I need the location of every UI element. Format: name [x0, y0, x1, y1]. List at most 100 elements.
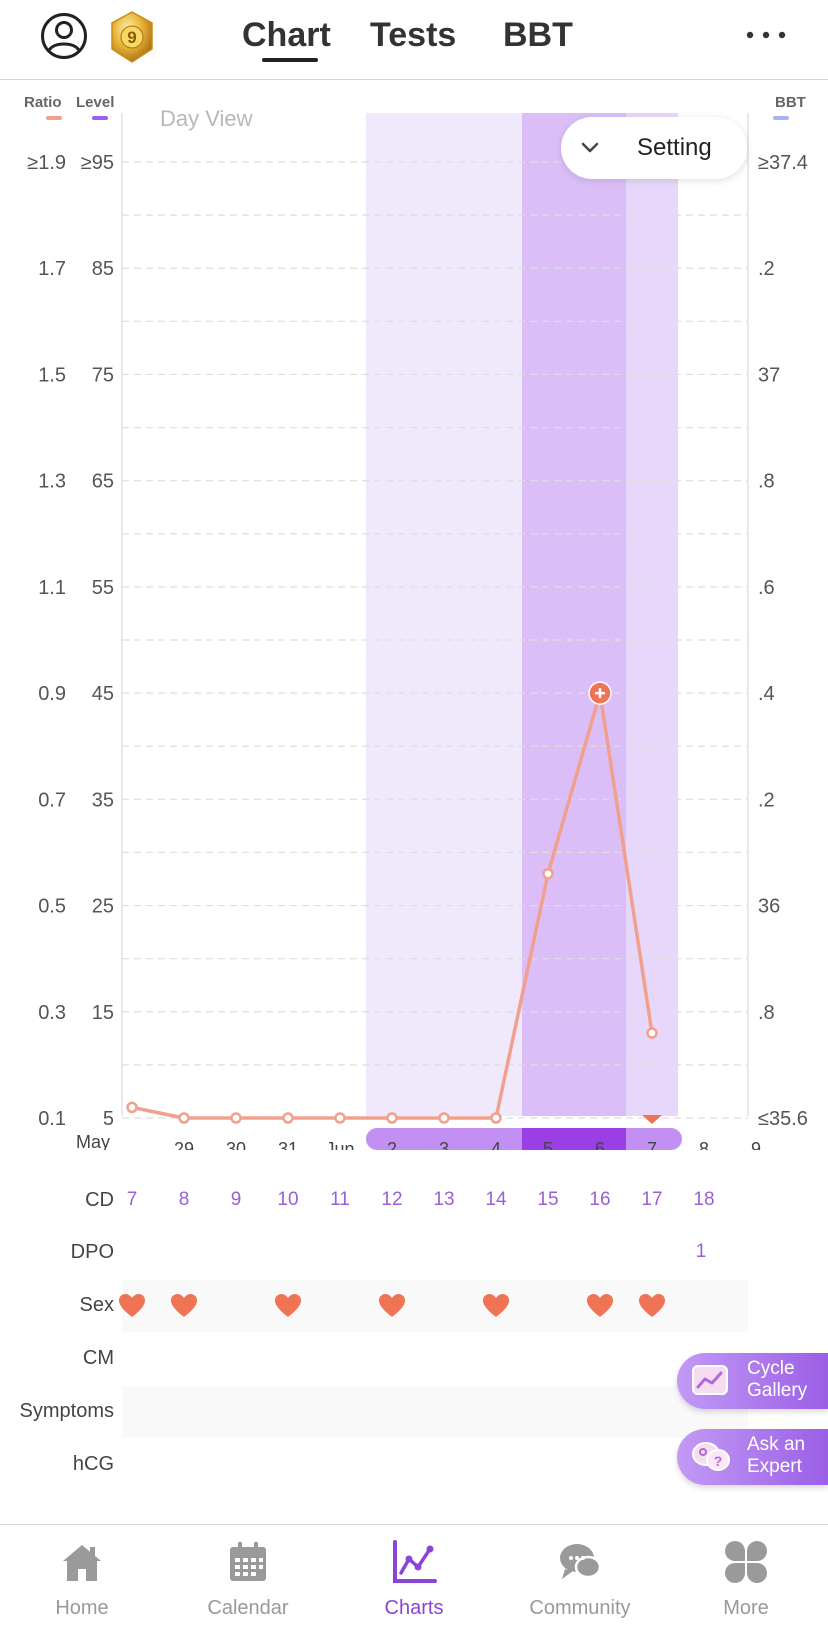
- nav-calendar[interactable]: Calendar: [178, 1539, 318, 1620]
- bbt-legend-marker: [773, 116, 789, 120]
- bbt-tick-label: .8: [758, 1002, 775, 1024]
- level-data-point[interactable]: [646, 1027, 658, 1039]
- nav-home[interactable]: Home: [12, 1539, 152, 1620]
- x-date-label: 7: [647, 1139, 657, 1150]
- level-tick-label: 5: [103, 1108, 114, 1130]
- heart-icon[interactable]: [274, 1293, 302, 1319]
- ask-expert-label-line2: Expert: [747, 1456, 802, 1477]
- x-date-label: 30: [226, 1139, 246, 1150]
- ask-expert-icon: ?: [692, 1442, 730, 1471]
- ratio-tick-label: 0.5: [38, 896, 66, 918]
- level-tick-label: 15: [92, 1002, 114, 1024]
- cycle-day-value: 7: [126, 1189, 138, 1210]
- ratio-legend-marker: [46, 116, 62, 120]
- bbt-tick-label: ≥37.4: [758, 152, 808, 174]
- tab-chart[interactable]: Chart: [242, 16, 331, 54]
- row-label-symptoms: Symptoms: [19, 1400, 114, 1422]
- level-data-point[interactable]: [542, 867, 554, 880]
- charts-icon: [393, 1540, 437, 1583]
- level-tick-label: 75: [92, 364, 114, 386]
- heart-icon[interactable]: [378, 1293, 406, 1319]
- cycle-day-value: 18: [693, 1189, 715, 1210]
- calendar-icon: [230, 1542, 266, 1581]
- more-grid-icon: [725, 1541, 767, 1583]
- setting-label: Setting: [637, 134, 712, 161]
- bbt-tick-label: .2: [758, 258, 775, 280]
- x-date-label: 31: [278, 1139, 298, 1150]
- level-legend-marker: [92, 116, 108, 120]
- level-tick-label: 35: [92, 789, 114, 811]
- today-band: [626, 113, 678, 1116]
- dpo-value: 1: [695, 1241, 707, 1262]
- cycle-day-value: 12: [381, 1189, 403, 1210]
- level-data-point[interactable]: [490, 1112, 502, 1124]
- heart-icon[interactable]: [482, 1293, 510, 1319]
- medal-badge-number: 9: [127, 28, 136, 47]
- level-axis-header: Level: [76, 94, 114, 111]
- heart-icon[interactable]: [118, 1293, 146, 1319]
- x-date-label: 29: [174, 1139, 194, 1150]
- bbt-tick-label: .6: [758, 577, 775, 599]
- row-label-dpo: DPO: [70, 1241, 114, 1263]
- tab-bbt[interactable]: BBT: [503, 16, 573, 54]
- svg-text:?: ?: [714, 1453, 723, 1469]
- tab-tests[interactable]: Tests: [370, 16, 457, 54]
- level-tick-label: ≥95: [81, 152, 114, 174]
- cycle-day-value: 17: [641, 1189, 663, 1210]
- cycle-day-value: 11: [330, 1189, 350, 1210]
- level-data-point[interactable]: [178, 1112, 190, 1124]
- row-label-cd: CD: [85, 1189, 114, 1211]
- ratio-tick-label: 0.3: [38, 1002, 66, 1024]
- cycle-day-value: 9: [230, 1189, 242, 1210]
- level-data-point[interactable]: [438, 1112, 450, 1124]
- cycle-gallery-icon: [692, 1365, 728, 1395]
- level-data-point[interactable]: [386, 1112, 398, 1124]
- day-view-label: Day View: [160, 106, 253, 131]
- bbt-axis-header: BBT: [775, 94, 806, 111]
- today-marker: [642, 1115, 662, 1124]
- row-label-sex: Sex: [79, 1294, 114, 1316]
- lh-test-chart[interactable]: Ratio Level BBT Day View ≥1.9 ≥95 ≥37.4 1.7…: [0, 80, 828, 1150]
- ratio-tick-label: 0.7: [38, 789, 66, 811]
- row-label-hcg: hCG: [72, 1453, 114, 1475]
- symptoms-row-band: [122, 1386, 748, 1438]
- ratio-tick-label: 1.1: [38, 577, 66, 599]
- bbt-tick-label: .8: [758, 471, 775, 493]
- x-date-label: 3: [439, 1139, 449, 1150]
- ratio-tick-label: 1.7: [38, 258, 66, 280]
- heart-icon[interactable]: [638, 1293, 666, 1319]
- cycle-gallery-button[interactable]: Cycle Gallery: [677, 1353, 828, 1409]
- nav-community-label: Community: [529, 1597, 631, 1619]
- level-tick-label: 85: [92, 258, 114, 280]
- cycle-day-value: 13: [433, 1189, 455, 1210]
- ratio-tick-label: 0.9: [38, 683, 66, 705]
- nav-community[interactable]: Community: [510, 1539, 650, 1620]
- nav-charts[interactable]: Charts: [344, 1539, 484, 1620]
- nav-more[interactable]: More: [676, 1539, 816, 1620]
- heart-icon[interactable]: [586, 1293, 614, 1319]
- cycle-day-value: 8: [178, 1189, 190, 1210]
- medal-badge-icon[interactable]: 9: [108, 10, 156, 64]
- high-date-pill: [522, 1128, 626, 1150]
- row-label-cm: CM: [82, 1347, 114, 1369]
- active-tab-indicator: [262, 58, 318, 62]
- profile-icon[interactable]: [40, 12, 88, 60]
- cycle-day-value: 16: [589, 1189, 611, 1210]
- nav-more-label: More: [723, 1597, 769, 1619]
- nav-charts-label: Charts: [384, 1597, 444, 1619]
- bbt-tick-label: .4: [758, 683, 775, 705]
- ask-expert-button[interactable]: ? Ask an Expert: [677, 1429, 828, 1485]
- level-data-point[interactable]: [282, 1112, 294, 1124]
- heart-icon[interactable]: [170, 1293, 198, 1319]
- nav-home-label: Home: [55, 1597, 109, 1619]
- home-icon: [63, 1545, 101, 1581]
- ratio-tick-label: 1.5: [38, 364, 66, 386]
- more-options-icon[interactable]: [744, 20, 788, 50]
- level-data-point[interactable]: [230, 1112, 242, 1124]
- level-data-point[interactable]: [334, 1112, 346, 1124]
- ratio-axis-header: Ratio: [24, 94, 62, 111]
- bbt-tick-label: 37: [758, 364, 780, 386]
- setting-dropdown[interactable]: Setting: [561, 117, 747, 179]
- level-data-point[interactable]: [126, 1101, 138, 1114]
- level-tick-label: 45: [92, 683, 114, 705]
